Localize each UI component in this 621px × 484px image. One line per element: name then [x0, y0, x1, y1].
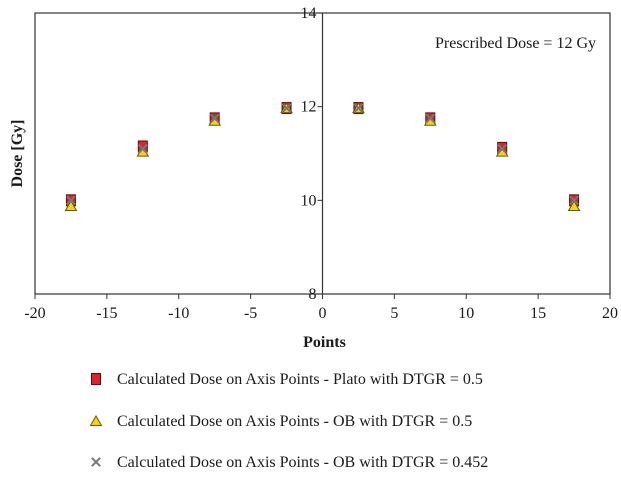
legend-label-series-3: Calculated Dose on Axis Points - OB with… — [117, 454, 488, 471]
data-point-series-3 — [569, 195, 579, 206]
data-point-series-3 — [425, 113, 436, 124]
cross-stroke — [353, 103, 364, 113]
prescribed-dose-annotation: Prescribed Dose = 12 Gy — [435, 35, 596, 52]
data-point-series-3 — [209, 113, 220, 124]
legend-label-series-1: Calculated Dose on Axis Points - Plato w… — [117, 371, 483, 388]
cross-stroke — [425, 113, 436, 124]
cross-stroke — [209, 113, 220, 124]
y-tick-label: 14 — [301, 5, 317, 22]
cross-stroke — [66, 195, 76, 206]
legend-marker-series-3 — [91, 457, 101, 467]
legend: Calculated Dose on Axis Points - Plato w… — [89, 371, 488, 471]
cross-stroke — [569, 195, 579, 206]
data-point-series-2 — [567, 199, 581, 211]
cross-stroke — [497, 143, 508, 154]
y-tick-label: 8 — [309, 286, 317, 303]
y-tick-label: 12 — [301, 99, 317, 116]
cross-stroke — [91, 457, 101, 467]
legend-marker-series-2 — [89, 415, 103, 426]
x-tick-label: -5 — [244, 305, 257, 322]
x-tick-label: -10 — [168, 305, 189, 322]
data-point-series-3 — [66, 195, 76, 206]
x-tick-label: 0 — [319, 305, 327, 322]
x-tick-label: 5 — [390, 305, 398, 322]
legend-label-series-2: Calculated Dose on Axis Points - OB with… — [117, 413, 472, 430]
axes-layer: -20 -15 -10 -5 0 5 10 15 20 8 10 12 14 Points Dose [Gy… — [9, 5, 618, 351]
x-tick-label: 10 — [458, 305, 474, 322]
x-axis-title: Points — [303, 334, 346, 351]
cross-stroke — [281, 103, 292, 113]
x-tick-label: 15 — [530, 305, 546, 322]
legend-marker-series-1 — [91, 373, 101, 385]
x-tick-label: -15 — [96, 305, 117, 322]
data-point-series-3 — [353, 103, 364, 113]
marks-layer — [64, 102, 581, 211]
x-tick-label: 20 — [602, 305, 618, 322]
data-point-series-3 — [497, 143, 508, 154]
cross-stroke — [137, 143, 148, 154]
y-tick-label: 10 — [301, 192, 317, 209]
data-point-series-3 — [281, 103, 292, 113]
data-point-series-3 — [137, 143, 148, 154]
y-axis-title: Dose [Gy] — [9, 120, 26, 188]
x-tick-label: -20 — [24, 305, 45, 322]
data-point-series-2 — [64, 199, 78, 211]
